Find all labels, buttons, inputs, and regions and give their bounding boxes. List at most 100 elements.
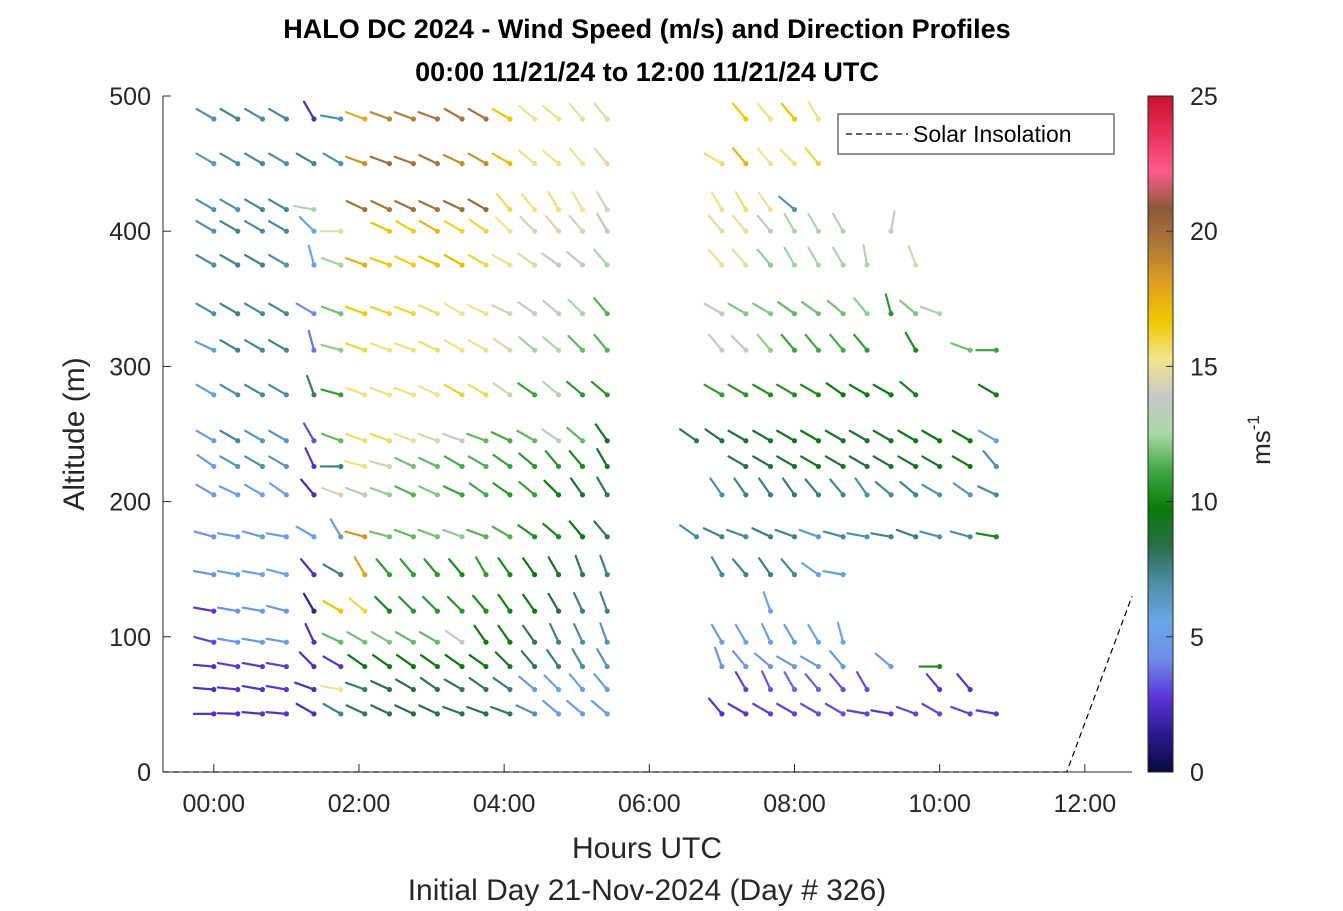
y-tick-label: 300 bbox=[109, 353, 151, 381]
wind-barb bbox=[345, 704, 368, 717]
wind-barb-dot bbox=[693, 438, 700, 444]
wind-barb-dot bbox=[937, 463, 943, 470]
wind-barb-dot bbox=[283, 116, 289, 122]
wind-barb-shaft bbox=[369, 305, 391, 315]
wind-barb-dot bbox=[815, 161, 822, 167]
wind-barb-shaft bbox=[568, 214, 584, 233]
wind-barb-dot bbox=[434, 463, 440, 470]
wind-barb bbox=[832, 212, 846, 234]
wind-barb-shaft bbox=[219, 383, 239, 396]
wind-barb-shaft bbox=[899, 299, 917, 315]
wind-barb bbox=[853, 297, 870, 317]
wind-barb bbox=[195, 429, 217, 444]
wind-barb-shaft bbox=[800, 429, 820, 442]
wind-barb-dot bbox=[338, 608, 344, 614]
wind-barb-shaft bbox=[219, 198, 239, 211]
wind-barb bbox=[776, 655, 798, 670]
wind-barb-dot bbox=[532, 311, 538, 317]
wind-barb-shaft bbox=[393, 386, 415, 396]
wind-barb bbox=[542, 336, 562, 353]
wind-barb-dot bbox=[338, 311, 344, 317]
wind-barb-shaft bbox=[244, 483, 264, 496]
wind-barb bbox=[322, 152, 344, 167]
wind-barb bbox=[542, 299, 562, 317]
wind-barb-shaft bbox=[295, 702, 316, 715]
wind-barb-dot bbox=[791, 572, 798, 578]
wind-barb-dot bbox=[864, 347, 870, 353]
wind-barb-shaft bbox=[727, 455, 747, 468]
wind-barb-dot bbox=[362, 116, 368, 122]
wind-barb-dot bbox=[743, 161, 749, 167]
wind-barb bbox=[265, 684, 289, 693]
wind-barb-shaft bbox=[320, 432, 342, 442]
wind-barb-dot bbox=[283, 262, 289, 268]
wind-barb bbox=[298, 651, 317, 670]
wind-barb-dot bbox=[840, 572, 846, 578]
wind-barb-shaft bbox=[443, 302, 464, 315]
wind-barb-shaft bbox=[344, 111, 366, 121]
wind-barb-dot bbox=[743, 534, 749, 540]
wind-barb-dot bbox=[604, 228, 610, 234]
wind-barb-shaft bbox=[443, 678, 464, 691]
wind-barb-dot bbox=[913, 311, 919, 317]
wind-barb-shaft bbox=[307, 329, 316, 352]
wind-barb-dot bbox=[235, 262, 241, 268]
wind-barb bbox=[219, 220, 241, 234]
wind-barb-dot bbox=[338, 663, 344, 670]
wind-barb-dot bbox=[767, 311, 774, 317]
wind-barb bbox=[829, 673, 846, 693]
wind-barb-dot bbox=[555, 534, 562, 540]
wind-barb-shaft bbox=[344, 257, 366, 267]
wind-barb bbox=[265, 711, 289, 717]
wind-barb bbox=[734, 671, 749, 693]
wind-barb-dot bbox=[459, 228, 465, 234]
wind-barb bbox=[370, 221, 393, 234]
wind-barb-dot bbox=[888, 438, 894, 444]
wind-barb bbox=[244, 339, 266, 353]
wind-barb-dot bbox=[767, 206, 774, 213]
wind-barb bbox=[870, 709, 894, 717]
wind-barb-shaft bbox=[854, 477, 869, 496]
wind-barb-dot bbox=[507, 262, 513, 268]
wind-barb-shaft bbox=[393, 342, 415, 352]
wind-barb-dot bbox=[743, 639, 749, 645]
wind-barb bbox=[344, 432, 368, 444]
wind-barb-dot bbox=[579, 663, 586, 670]
wind-barb-shaft bbox=[474, 556, 488, 576]
wind-barb-dot bbox=[410, 572, 417, 578]
wind-barb-dot bbox=[386, 438, 393, 444]
wind-barb bbox=[846, 532, 870, 540]
wind-barb-dot bbox=[311, 686, 317, 693]
wind-barb bbox=[593, 102, 610, 122]
wind-barb-dot bbox=[555, 438, 562, 444]
wind-barb-dot bbox=[815, 262, 822, 268]
wind-barb bbox=[800, 562, 822, 578]
wind-barb bbox=[798, 528, 822, 540]
wind-barb-shaft bbox=[800, 702, 820, 715]
wind-barb-shaft bbox=[517, 524, 536, 538]
wind-barb-dot bbox=[579, 392, 586, 398]
wind-barb-shaft bbox=[757, 557, 772, 576]
wind-barb-dot bbox=[410, 492, 417, 498]
wind-barb bbox=[495, 193, 513, 213]
wind-barb-dot bbox=[483, 686, 489, 693]
wind-barb bbox=[244, 383, 266, 398]
wind-barb bbox=[756, 102, 774, 122]
wind-barb-dot bbox=[434, 492, 440, 498]
wind-barb-dot bbox=[579, 463, 586, 470]
wind-barb-shaft bbox=[302, 422, 316, 442]
wind-barb bbox=[418, 385, 440, 398]
wind-barb bbox=[599, 622, 610, 645]
wind-barb-dot bbox=[459, 311, 465, 317]
wind-barb-dot bbox=[719, 262, 725, 268]
wind-barb-dot bbox=[743, 663, 749, 670]
wind-barb-shaft bbox=[418, 154, 439, 165]
wind-barb bbox=[547, 556, 562, 578]
wind-barb bbox=[825, 382, 846, 398]
wind-barb-dot bbox=[410, 639, 417, 645]
wind-barb-shaft bbox=[490, 705, 512, 715]
wind-barb-shaft bbox=[709, 477, 723, 496]
wind-barb bbox=[518, 675, 538, 693]
wind-barb-shaft bbox=[491, 253, 512, 267]
wind-barb-dot bbox=[311, 711, 317, 717]
